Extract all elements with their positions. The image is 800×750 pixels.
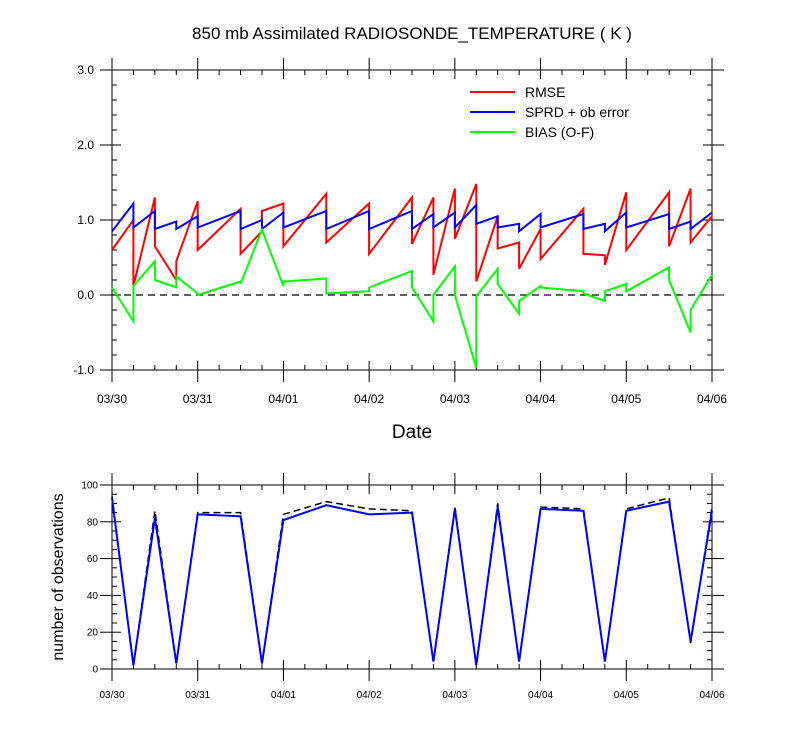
x-tick-label: 03/30 <box>97 392 127 406</box>
x-tick-label: 04/02 <box>354 392 384 406</box>
y-tick-label: 100 <box>81 481 98 492</box>
y-tick-label: 0 <box>92 665 98 676</box>
x-tick-label: 03/30 <box>99 690 124 701</box>
chart-title: 850 mb Assimilated RADIOSONDE_TEMPERATUR… <box>192 24 632 43</box>
x-tick-label: 04/01 <box>271 690 296 701</box>
legend-label-rmse: RMSE <box>525 84 565 100</box>
series-line-bias-o-f <box>111 227 713 369</box>
x-tick-label: 04/05 <box>611 392 641 406</box>
y-tick-label: 0.0 <box>77 288 94 302</box>
x-tick-label: 04/06 <box>697 392 727 406</box>
y-tick-label: 80 <box>87 517 99 528</box>
y-tick-label: -1.0 <box>73 363 94 377</box>
y-tick-label: 2.0 <box>77 138 94 152</box>
x-tick-label: 04/06 <box>699 690 724 701</box>
y-tick-label: 3.0 <box>77 63 94 77</box>
rmse-chart: 03/30 03/31 04/01 04/02 04/03 04/04 04/05 04/06… <box>73 58 727 406</box>
series-line-rmse <box>111 183 713 287</box>
series-line-sprd-ob-error <box>111 200 713 234</box>
y-axis-title-observations: number of observations <box>50 493 67 660</box>
legend-label-bias-o-f: BIAS (O-F) <box>525 124 594 140</box>
x-tick-label: 04/05 <box>614 690 639 701</box>
x-tick-label: 04/02 <box>357 690 382 701</box>
y-tick-label: 40 <box>87 591 99 602</box>
x-tick-label: 04/03 <box>440 392 470 406</box>
x-tick-label: 03/31 <box>185 690 210 701</box>
y-tick-label: 1.0 <box>77 213 94 227</box>
y-tick-label: 60 <box>87 554 99 565</box>
x-axis-title: Date <box>392 422 432 443</box>
legend-label-sprd-ob-error: SPRD + ob error <box>525 104 629 120</box>
observation-count-chart: 03/30 03/31 04/01 04/02 04/03 04/04 04/05 04/06… <box>81 473 725 701</box>
y-tick-label: 20 <box>87 628 99 639</box>
x-tick-label: 04/03 <box>442 690 467 701</box>
series-line-possible-observations <box>111 495 713 666</box>
x-tick-label: 04/01 <box>268 392 298 406</box>
x-tick-label: 03/31 <box>183 392 213 406</box>
x-tick-label: 04/04 <box>528 690 553 701</box>
series-line-assimilated-observations <box>111 497 713 666</box>
x-tick-label: 04/04 <box>526 392 556 406</box>
